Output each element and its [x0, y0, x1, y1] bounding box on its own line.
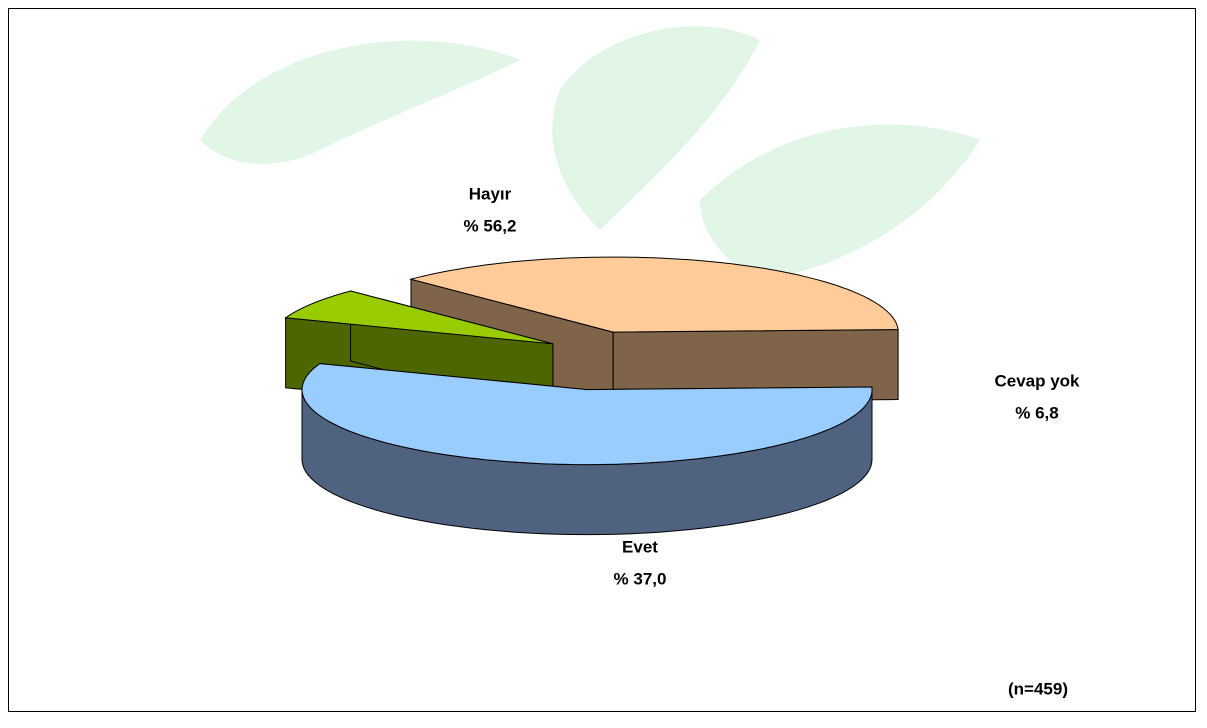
frame	[8, 8, 1196, 712]
slice-top	[284, 290, 554, 345]
slice	[409, 256, 899, 403]
annotation: (n=459)	[1008, 679, 1068, 698]
slice	[301, 363, 873, 536]
slice-value-label: % 56,2	[464, 216, 517, 235]
slice-label: Evet	[622, 537, 658, 556]
slice-label: Cevap yok	[994, 371, 1080, 390]
slice-value-label: % 6,8	[1015, 403, 1058, 422]
pie	[284, 256, 899, 536]
slice-top	[409, 256, 899, 333]
watermark	[200, 26, 980, 280]
slice-label: Hayır	[469, 184, 512, 203]
slice-top	[301, 363, 873, 466]
slice-value-label: % 37,0	[614, 569, 667, 588]
